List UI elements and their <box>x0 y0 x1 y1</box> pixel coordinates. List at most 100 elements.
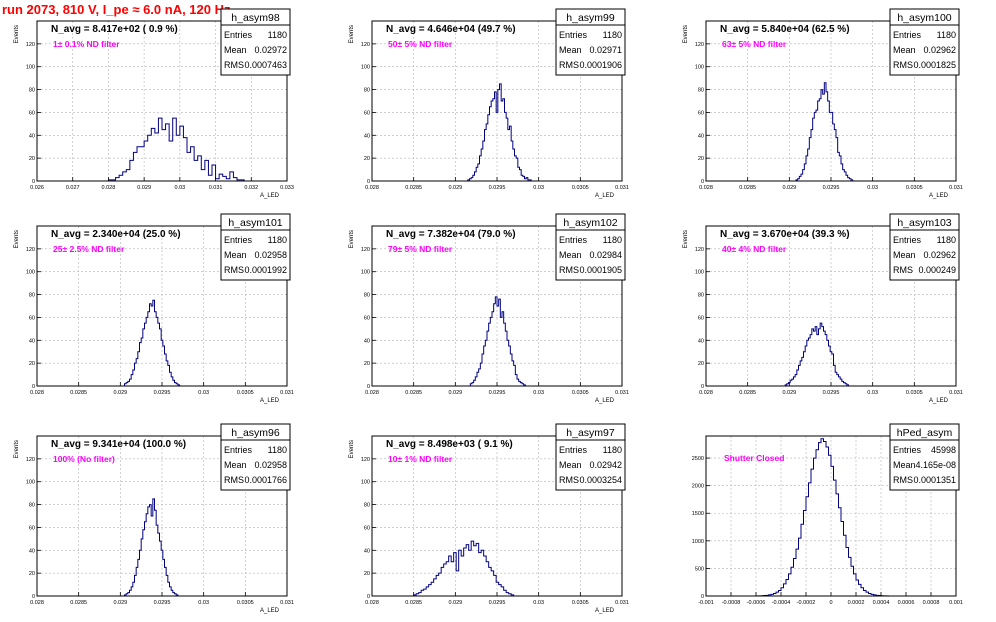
stats-entries-label: Entries <box>559 445 588 455</box>
navg-text: N_avg = 9.341e+04 (100.0 %) <box>51 439 186 450</box>
x-tick-label: 0.03 <box>867 390 878 396</box>
y-tick-label: 60 <box>29 315 35 321</box>
histogram-series <box>467 83 532 181</box>
filter-annotation: 50± 5% ND filter <box>388 39 453 49</box>
y-tick-label: 100 <box>26 65 35 71</box>
y-tick-label: 100 <box>361 270 370 276</box>
y-tick-label: 120 <box>26 247 35 253</box>
stats-rms-label: RMS <box>224 265 244 275</box>
x-tick-label: 0.0295 <box>154 390 171 396</box>
stats-box <box>220 423 291 491</box>
stats-mean-value: 0.02958 <box>254 250 287 260</box>
stats-title: h_asym102 <box>563 217 617 229</box>
y-tick-label: 40 <box>29 548 35 554</box>
x-tick-label: 0.028 <box>699 390 713 396</box>
stats-mean-value: 4.165e-08 <box>915 460 956 470</box>
stats-mean-value: 0.02942 <box>589 460 622 470</box>
y-axis-label: Events <box>14 25 20 43</box>
stats-entries-value: 1180 <box>937 30 956 40</box>
stats-entries-value: 45998 <box>931 445 956 455</box>
x-tick-label: 0.0305 <box>572 185 589 191</box>
stats-rms-value: 0.0001905 <box>579 265 622 275</box>
y-tick-label: 120 <box>361 457 370 463</box>
stats-rms-label: RMS <box>893 265 913 275</box>
stats-rms-label: RMS <box>224 475 244 485</box>
y-tick-label: 0 <box>367 594 370 600</box>
x-tick-label: 0.033 <box>280 185 294 191</box>
stats-title: hPed_asym <box>897 427 953 439</box>
stats-entries-value: 1180 <box>268 445 287 455</box>
y-tick-label: 100 <box>695 65 704 71</box>
y-tick-label: 80 <box>364 88 370 94</box>
y-tick-label: 20 <box>29 571 35 577</box>
y-tick-label: 100 <box>26 270 35 276</box>
x-tick-label: 0.031 <box>949 390 963 396</box>
stats-entries-label: Entries <box>893 445 922 455</box>
y-tick-label: 60 <box>29 525 35 531</box>
y-tick-label: 0 <box>32 179 35 185</box>
histogram-panel-h_asym96: 0.028 0.0285 0.029 0.0295 0.03 0.0305 0.031 0 20… <box>14 423 294 614</box>
histogram-series <box>755 438 889 597</box>
stats-mean-label: Mean <box>224 460 247 470</box>
y-tick-label: 40 <box>364 133 370 139</box>
stats-box <box>555 423 626 491</box>
x-tick-label: 0.028 <box>365 600 379 606</box>
stats-entries-label: Entries <box>559 235 588 245</box>
stats-box <box>220 8 291 76</box>
x-tick-label: 0.028 <box>30 390 44 396</box>
x-tick-label: 0.0295 <box>489 390 506 396</box>
x-tick-label: 0.027 <box>66 185 80 191</box>
stats-rms-label: RMS <box>559 475 579 485</box>
y-tick-label: 80 <box>29 503 35 509</box>
stats-rms-value: 0.0001992 <box>244 265 287 275</box>
x-axis-label: A_LED <box>929 193 949 199</box>
histogram-panel-hPed_asym: -0.001 -0.0008 -0.0006 -0.0004 -0.0002 0 0.000… <box>692 423 963 606</box>
filter-annotation: Shutter Closed <box>724 453 784 463</box>
stats-box <box>889 8 960 76</box>
histogram-series <box>784 322 849 386</box>
x-tick-label: 0.029 <box>113 390 127 396</box>
histogram-series <box>124 299 180 386</box>
stats-mean-label: Mean <box>224 250 247 260</box>
y-tick-label: 120 <box>26 457 35 463</box>
stats-box <box>555 8 626 76</box>
stats-entries-value: 1180 <box>603 30 622 40</box>
x-tick-label: 0.0285 <box>405 185 422 191</box>
x-axis-label: A_LED <box>260 193 280 199</box>
y-tick-label: 120 <box>361 247 370 253</box>
histogram-panel-h_asym97: 0.028 0.0285 0.029 0.0295 0.03 0.0305 0.031 0 20… <box>349 423 629 614</box>
stats-rms-value: 0.0007463 <box>244 60 287 70</box>
x-tick-label: 0.0285 <box>70 390 87 396</box>
y-axis-label: Events <box>349 230 355 248</box>
navg-text: N_avg = 2.340e+04 (25.0 %) <box>51 229 181 240</box>
stats-rms-label: RMS <box>559 265 579 275</box>
stats-mean-value: 0.02972 <box>254 45 287 55</box>
y-axis-label: Events <box>683 25 689 43</box>
navg-text: N_avg = 3.670e+04 (39.3 %) <box>720 229 850 240</box>
x-tick-label: 0.0295 <box>489 600 506 606</box>
stats-box <box>889 213 960 281</box>
stats-mean-label: Mean <box>893 250 916 260</box>
x-tick-label: 0.029 <box>137 185 151 191</box>
y-tick-label: 40 <box>364 548 370 554</box>
x-tick-label: 0.029 <box>448 185 462 191</box>
stats-rms-value: 0.0001906 <box>579 60 622 70</box>
stats-rms-label: RMS <box>559 60 579 70</box>
stats-mean-value: 0.02984 <box>589 250 622 260</box>
x-tick-label: 0.0305 <box>572 390 589 396</box>
y-tick-label: 80 <box>364 293 370 299</box>
filter-annotation: 25± 2.5% ND filter <box>53 244 125 254</box>
y-tick-label: 2500 <box>692 456 704 462</box>
x-tick-label: 0.0006 <box>898 600 915 606</box>
y-tick-label: 40 <box>364 338 370 344</box>
x-tick-label: 0.029 <box>448 390 462 396</box>
stats-mean-value: 0.02971 <box>589 45 622 55</box>
navg-text: N_avg = 5.840e+04 (62.5 %) <box>720 24 850 35</box>
x-axis-label: A_LED <box>595 608 615 614</box>
stats-title: h_asym98 <box>231 12 280 24</box>
x-tick-label: 0.0285 <box>739 390 756 396</box>
y-tick-label: 60 <box>364 525 370 531</box>
stats-entries-value: 1180 <box>603 445 622 455</box>
x-tick-label: 0.0285 <box>405 390 422 396</box>
stats-title: h_asym97 <box>566 427 615 439</box>
